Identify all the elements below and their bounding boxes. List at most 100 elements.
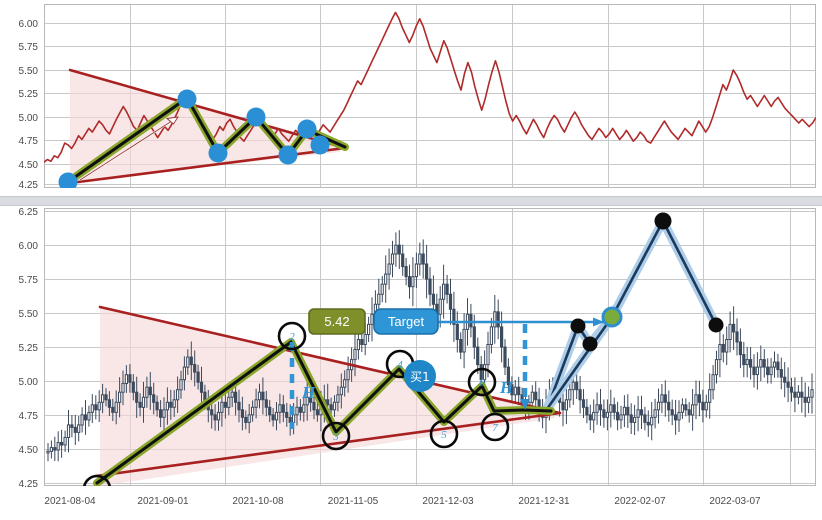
candlestick <box>312 392 316 420</box>
candlestick <box>118 377 122 418</box>
target-reached-marker <box>601 306 623 328</box>
candlestick <box>332 395 337 417</box>
candlestick <box>602 399 606 428</box>
candlestick <box>694 380 698 420</box>
wave-marker-label: 3 <box>332 431 339 443</box>
candlestick <box>639 395 644 429</box>
projection-point-1 <box>570 318 586 334</box>
candlestick <box>257 383 262 409</box>
candlestick <box>534 381 538 411</box>
candlestick <box>704 394 708 418</box>
candlestick <box>687 402 691 423</box>
candlestick <box>179 370 183 399</box>
candlestick <box>189 341 193 381</box>
candlestick <box>438 286 442 328</box>
candlestick <box>568 381 572 408</box>
candlestick-chart-panel: 6.25 6.00 5.75 5.50 5.25 5.00 4.75 4.50 … <box>0 204 822 520</box>
candlestick <box>380 276 384 303</box>
wave-marker-1: 1 <box>83 474 111 486</box>
candlestick <box>421 239 425 279</box>
y-tick-label: 5.50 <box>19 66 39 77</box>
candlestick <box>387 248 391 290</box>
bottom-plot-border <box>44 208 816 486</box>
x-tick-label: 2021-12-31 <box>518 496 570 507</box>
wave-marker-7: 7 <box>480 412 510 442</box>
x-tick-label: 2021-08-04 <box>44 496 96 507</box>
candlestick <box>810 373 814 414</box>
wave-marker-5: 5 <box>429 419 459 449</box>
candlestick <box>77 416 81 442</box>
target-badge[interactable]: Target <box>373 308 439 335</box>
candlestick <box>176 376 180 413</box>
candlestick <box>411 257 415 307</box>
wave-marker-label: 4 <box>397 359 403 371</box>
candlestick <box>223 391 228 419</box>
candlestick <box>73 414 77 445</box>
candlestick <box>302 395 306 422</box>
candlestick <box>738 328 742 369</box>
candlestick <box>800 376 804 413</box>
candlestick <box>87 405 91 427</box>
candlestick <box>343 370 347 397</box>
candlestick <box>605 399 609 431</box>
y-tick-label: 4.75 <box>19 411 39 422</box>
wave-point-1 <box>58 172 78 188</box>
candlestick <box>407 264 412 299</box>
x-axis: 2021-08-04 2021-09-01 2021-10-08 2021-11… <box>44 496 761 507</box>
y-tick-label: 4.50 <box>19 445 39 456</box>
candlestick <box>83 400 88 435</box>
candlestick <box>766 358 770 384</box>
candlestick <box>428 267 432 307</box>
candlestick <box>653 398 657 429</box>
candlestick <box>60 429 64 458</box>
candlestick <box>97 390 101 422</box>
candlestick <box>309 387 313 412</box>
candlestick <box>404 258 408 286</box>
y-tick-label: 5.50 <box>19 309 39 320</box>
candlestick <box>281 395 285 423</box>
candlestick <box>254 388 258 419</box>
candlestick <box>697 380 701 417</box>
candlestick <box>725 326 729 366</box>
candlestick <box>148 372 152 410</box>
candlestick <box>315 403 319 422</box>
candlestick <box>390 240 395 278</box>
candlestick <box>165 387 170 425</box>
price-badge[interactable]: 5.42 <box>308 308 366 335</box>
y-tick-label: 5.25 <box>19 89 39 100</box>
candlestick <box>783 362 787 398</box>
candlestick <box>711 365 715 400</box>
candlestick <box>360 332 364 352</box>
y-tick-label: 4.50 <box>19 160 39 171</box>
candlestick <box>114 390 118 425</box>
candlestick <box>670 399 674 426</box>
candlestick <box>251 400 255 422</box>
candlestick <box>660 384 664 414</box>
wave-point-5 <box>278 145 298 165</box>
candlestick <box>66 410 71 453</box>
candlestick <box>650 402 654 441</box>
y-tick-label: 4.25 <box>19 479 39 490</box>
projection-line-secondary <box>545 315 614 411</box>
wave-point-7 <box>310 135 330 155</box>
wave-point-4 <box>246 107 266 127</box>
projection-point-4 <box>708 317 724 333</box>
candlestick <box>469 303 473 338</box>
candlestick <box>80 407 84 433</box>
candlestick <box>425 244 429 299</box>
candlestick <box>629 403 633 435</box>
candlestick <box>619 405 623 429</box>
buy-signal-marker[interactable]: 买1 <box>404 360 436 392</box>
candlestick <box>418 242 422 276</box>
candlestick <box>745 346 749 378</box>
candlestick <box>609 389 613 428</box>
candlestick <box>172 390 176 417</box>
candlestick <box>803 382 807 418</box>
candlestick <box>186 349 190 375</box>
candlestick <box>455 311 459 353</box>
candlestick <box>506 358 510 394</box>
target-badge-label: Target <box>388 314 425 329</box>
candlestick <box>598 389 603 426</box>
candlestick <box>135 376 139 418</box>
